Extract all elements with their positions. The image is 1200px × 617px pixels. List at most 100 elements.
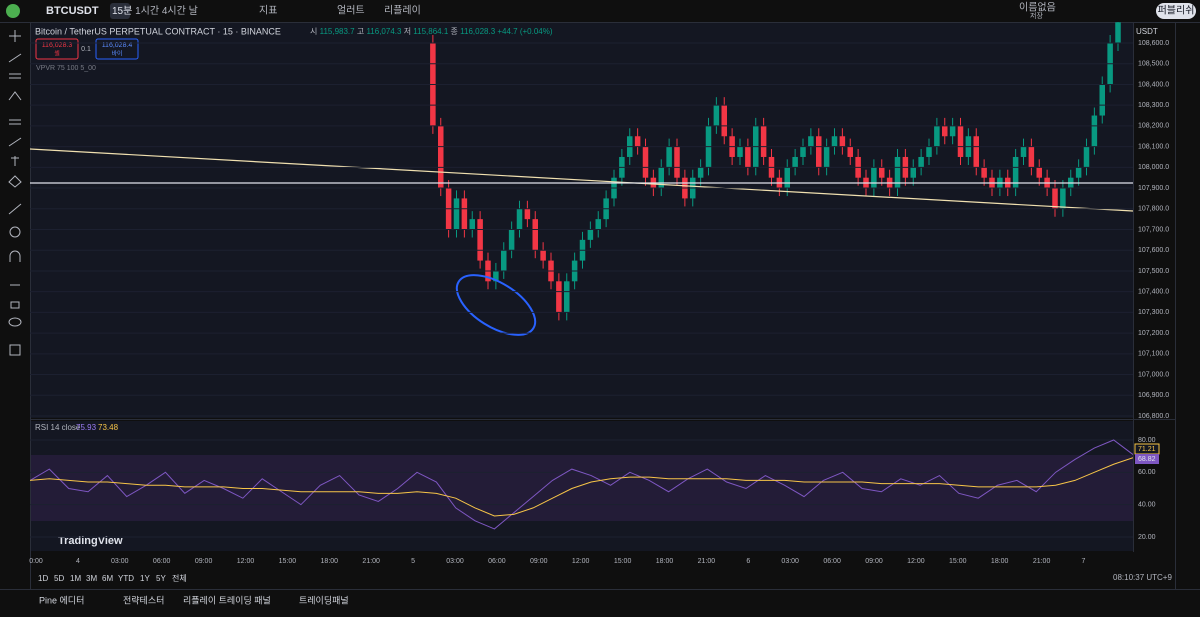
bottom-bar [0,590,1200,612]
price-tick-label: 108,500.0 [1138,61,1169,68]
price-tick-label: 107,300.0 [1138,309,1169,316]
candle [1020,146,1027,157]
price-tick-label: 106,900.0 [1138,392,1169,399]
candle [469,219,476,230]
candle [815,136,822,168]
publish-button[interactable] [1156,3,1196,19]
time-label: 21:00 [362,558,380,565]
rsi-badge-text: 71.21 [1138,446,1156,453]
candle [1115,22,1121,43]
candle [760,125,767,157]
bottom-tab[interactable]: 트레이딩패널 [299,595,349,605]
price-tick-label: 108,000.0 [1138,164,1169,171]
candle [910,167,917,178]
time-label: 5 [411,558,415,565]
price-tick-label: 107,700.0 [1138,226,1169,233]
candle [808,136,814,147]
price-tick-label: 107,400.0 [1138,289,1169,296]
trend-line[interactable] [30,148,1133,212]
sell-label[interactable]: 셀 [54,50,60,58]
time-label: 09:00 [195,558,213,565]
candle [737,146,743,157]
candle [784,167,791,189]
candle [1099,84,1106,116]
time-label: 21:00 [1033,558,1051,565]
time-label: 18:00 [991,558,1009,565]
bottom-tab[interactable]: Pine 에디터 [39,595,84,605]
sell-price[interactable]: 116,028.3 [42,42,73,49]
bottom-tab[interactable]: 리플레이 트레이딩 패널 [183,595,271,605]
candle [934,125,940,147]
symbol[interactable]: BTCUSDT [46,5,99,17]
text-part: 116,074.3 [366,27,402,36]
candle [745,146,751,168]
candle [823,146,830,168]
bottom-tab[interactable]: 전략테스터 [123,594,164,605]
layout-name[interactable]: 이름없음 [1019,1,1056,14]
annotation-ellipse[interactable] [447,263,545,347]
price-tick-label: 107,100.0 [1138,351,1169,358]
rsi-ma-value: 73.48 [98,423,119,432]
candle [831,136,838,147]
buy-price[interactable]: 116,028.4 [102,42,133,49]
candle [713,105,720,126]
price-pane [30,22,1133,418]
candle [642,146,649,178]
qty: 0.1 [81,46,91,53]
publish[interactable]: 퍼블리쉬 [1158,5,1195,17]
price-tick-label: 107,800.0 [1138,206,1169,213]
avatar[interactable] [6,4,20,18]
intervals: 15분 1시간 4시간 날 [112,5,198,17]
rsi-band [30,455,1133,521]
candle [1075,167,1082,178]
candle [1028,146,1035,168]
range-button[interactable]: YTD [118,574,134,583]
candle [1036,167,1043,178]
time-label: 03:00 [781,558,799,565]
range-button[interactable]: 5D [54,574,64,583]
replay[interactable]: 리플레이 [384,5,421,17]
time-label: 7 [1082,558,1086,565]
candle [847,146,854,157]
candle [941,125,948,137]
price-tick-label: 107,500.0 [1138,268,1169,275]
text-part: 15분 [112,5,132,17]
ma-badge [1135,454,1159,464]
candle [1060,188,1066,209]
text-part: 115,983.7 [320,27,356,36]
buy-button[interactable] [95,38,139,60]
candle [1091,115,1098,147]
buy-label[interactable]: 바이 [111,50,122,58]
candle [508,229,515,251]
candle [477,219,483,261]
candle [792,156,798,168]
range-button[interactable]: 6M [102,574,113,583]
price-tick-label: 108,600.0 [1138,40,1169,47]
text-part: 종 [451,27,458,36]
time-label: 12:00 [572,558,590,565]
candle [1083,146,1090,168]
text-part: 날 [189,5,198,17]
rsi-value: 75.93 [76,423,97,432]
range-button[interactable]: 3M [86,574,97,583]
time-label: 4 [76,558,80,565]
price-tick-label: 108,400.0 [1138,81,1169,88]
range-button[interactable]: 전체 [172,573,187,583]
text-part: 4시간 [162,5,186,17]
range-button[interactable]: 1Y [140,574,150,583]
range-button[interactable]: 5Y [156,574,166,583]
text-part: 116,028.3 [460,27,496,36]
alert[interactable]: 얼러트 [337,5,365,17]
time-label: 6 [746,558,750,565]
range-button[interactable]: 1M [70,574,81,583]
save[interactable]: 저장 [1030,11,1043,20]
price-tick-label: 107,900.0 [1138,185,1169,192]
time-label: 09:00 [865,558,883,565]
indicators[interactable]: 지표 [259,5,277,17]
rsi-ma-line [30,457,1133,517]
range-button[interactable]: 1D [38,574,48,583]
drawing-tools[interactable] [8,30,22,356]
candle [697,167,704,178]
sell-button[interactable] [35,38,79,60]
time-label: 12:00 [907,558,925,565]
